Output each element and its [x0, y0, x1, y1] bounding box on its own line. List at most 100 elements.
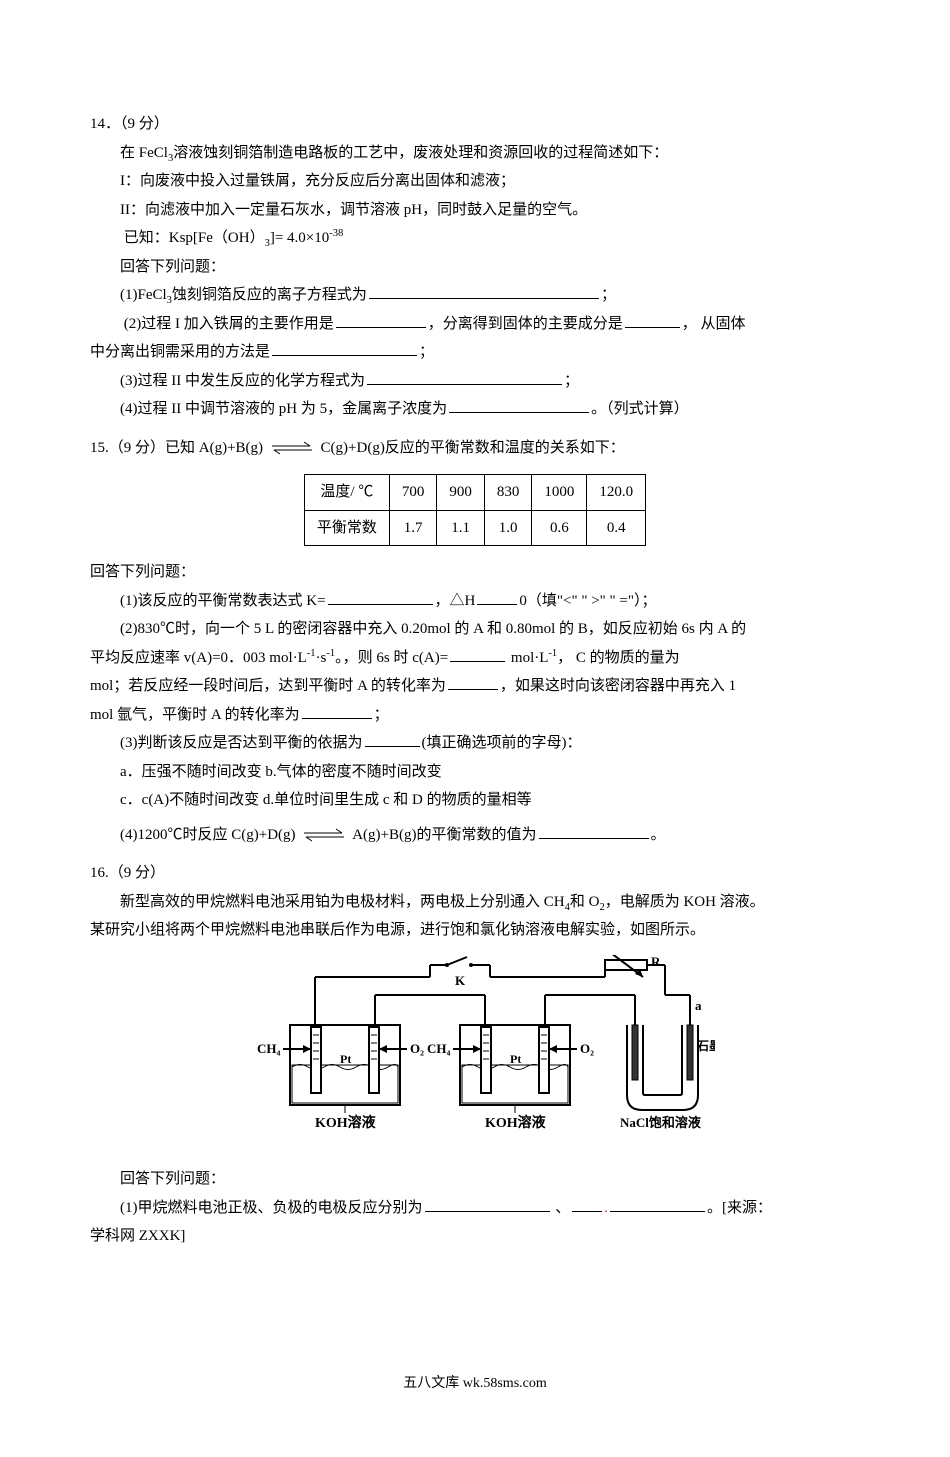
- q16-l4a: (1)甲烷燃料电池正极、负极的电极反应分别为: [120, 1200, 423, 1216]
- q16-l4: (1)甲烷燃料电池正极、负极的电极反应分别为 、.。[来源：: [90, 1194, 860, 1223]
- q15-l2gt: mol；若反应经一段时间后，达到平衡时 A 的转化率为: [90, 678, 446, 694]
- table-row: 平衡常数 1.7 1.1 1.0 0.6 0.4: [304, 510, 645, 546]
- cell: 1.0: [484, 510, 532, 546]
- blank: [477, 589, 517, 605]
- q14-l4b: ]= 4.0×10: [270, 230, 329, 246]
- q15-l3a: (3)判断该反应是否达到平衡的依据为: [120, 735, 363, 751]
- q16-l1c: ，电解质为 KOH 溶液。: [605, 894, 765, 910]
- q15-l3c: a．压强不随时间改变 b.气体的密度不随时间改变: [90, 758, 860, 787]
- q14-l7e: ；: [419, 344, 434, 360]
- blank: [328, 589, 433, 605]
- label-o2: O₂: [580, 1041, 594, 1056]
- q15-l1c: 0（填"<" " >" " ="）；: [519, 593, 656, 609]
- blank: [365, 731, 420, 747]
- label-koh: KOH溶液: [485, 1114, 547, 1131]
- q14-l9b: 。（列式计算）: [591, 401, 689, 417]
- q15-l4b: A(g)+B(g)的平衡常数的值为: [352, 827, 536, 843]
- blank: [449, 397, 589, 413]
- q16-l1a: 新型高效的甲烷燃料电池采用铂为电极材料，两电极上分别通入 CH: [120, 894, 565, 910]
- cell: 830: [484, 475, 532, 511]
- q14-l8a: (3)过程 II 中发生反应的化学方程式为: [120, 373, 365, 389]
- q15-l1: (1)该反应的平衡常数表达式 K=，△H0（填"<" " >" " ="）；: [90, 587, 860, 616]
- q16-l2: 某研究小组将两个甲烷燃料电池串联后作为电源，进行饱和氯化钠溶液电解实验，如图所示…: [90, 916, 860, 945]
- page: 14．（9 分） 在 FeCl3溶液蚀刻铜箔制造电路板的工艺中，废液处理和资源回…: [0, 0, 950, 1457]
- label-nacl: NaCl饱和溶液: [620, 1115, 701, 1130]
- label-ch4: CH₄: [257, 1041, 281, 1056]
- dot-icon: .: [604, 1200, 608, 1216]
- q14-line9: (4)过程 II 中调节溶液的 pH 为 5，金属离子浓度为 。（列式计算）: [90, 395, 860, 424]
- label-a: a: [695, 998, 702, 1013]
- q15-l2et: mol·L: [507, 650, 548, 666]
- q14-l9a: (4)过程 II 中调节溶液的 pH 为 5，金属离子浓度为: [120, 401, 447, 417]
- cell: 120.0: [587, 475, 646, 511]
- q14-l7c: ， 从固体: [682, 316, 746, 332]
- cell: 0.4: [587, 510, 646, 546]
- blank: [625, 312, 680, 328]
- q16-l3: 回答下列问题：: [90, 1165, 860, 1194]
- cell-temp-label: 温度/ ℃: [304, 475, 389, 511]
- label-ch4: CH₄: [427, 1041, 451, 1056]
- page-footer: 五八文库 wk.58sms.com: [90, 1371, 860, 1398]
- q14-l1b: 溶液蚀刻铜箔制造电路板的工艺中，废液处理和资源回收的过程简述如下：: [173, 145, 668, 161]
- u-tube: 石墨棒 NaCl饱和溶液: [620, 1025, 715, 1130]
- q14-l7b: ，分离得到固体的主要成分是: [428, 316, 623, 332]
- q15-l3b: (填正确选项前的字母)：: [422, 735, 582, 751]
- blank: [367, 369, 562, 385]
- cell-k-label: 平衡常数: [304, 510, 389, 546]
- q14-l6c: ；: [601, 287, 616, 303]
- q16-l1b: 和 O: [570, 894, 600, 910]
- blank: [425, 1196, 550, 1212]
- blank: [369, 283, 599, 299]
- q16-head: 16.（9 分）: [90, 859, 860, 888]
- label-graphite: 石墨棒: [696, 1038, 715, 1053]
- cell: 1000: [532, 475, 587, 511]
- diagram-svg: K R a: [235, 955, 715, 1145]
- q15-l4a: (4)1200℃时反应 C(g)+D(g): [120, 827, 296, 843]
- q14-line3: II：向滤液中加入一定量石灰水，调节溶液 pH，同时鼓入足量的空气。: [90, 196, 860, 225]
- equilibrium-arrow-icon: [302, 828, 346, 842]
- label-o2: O₂: [410, 1041, 424, 1056]
- q14-l1a: 在 FeCl: [120, 145, 168, 161]
- q15-l2jt: ；: [374, 707, 389, 723]
- cell: 1.7: [389, 510, 437, 546]
- q15-heada: 15.（9 分）已知 A(g)+B(g): [90, 440, 263, 456]
- sup: -1: [548, 648, 557, 659]
- q14-l4a: 已知：Ksp[Fe（OH）: [124, 230, 265, 246]
- q15-head: 15.（9 分）已知 A(g)+B(g) C(g)+D(g)反应的平衡常数和温度…: [90, 434, 860, 463]
- q14-line5: 回答下列问题：: [90, 253, 860, 282]
- q15-l4c: 。: [651, 827, 666, 843]
- q15-l0: 回答下列问题：: [90, 558, 860, 587]
- blank: [272, 340, 417, 356]
- equilibrium-arrow-icon: [270, 441, 314, 455]
- q16-l4b: 、: [552, 1200, 571, 1216]
- cell: 900: [437, 475, 485, 511]
- q14-l7d: 中分离出铜需采用的方法是: [90, 344, 270, 360]
- q15-l2g: mol；若反应经一段时间后，达到平衡时 A 的转化率为 ，如果这时向该密闭容器中再…: [90, 672, 860, 701]
- q15-l4: (4)1200℃时反应 C(g)+D(g) A(g)+B(g)的平衡常数的值为 。: [90, 821, 860, 850]
- q16-l1: 新型高效的甲烷燃料电池采用铂为电极材料，两电极上分别通入 CH4和 O2，电解质…: [90, 888, 860, 917]
- q15-l3: (3)判断该反应是否达到平衡的依据为 (填正确选项前的字母)：: [90, 729, 860, 758]
- q14-line7: (2)过程 I 加入铁屑的主要作用是 ，分离得到固体的主要成分是 ， 从固体: [90, 310, 860, 339]
- q15-l2it: mol 氩气，平衡时 A 的转化率为: [90, 707, 300, 723]
- label-koh: KOH溶液: [315, 1114, 377, 1131]
- q15-l2ht: ，如果这时向该密闭容器中再充入 1: [500, 678, 736, 694]
- label-K: K: [455, 973, 466, 988]
- q14-line7b: 中分离出铜需采用的方法是 ；: [90, 338, 860, 367]
- q14-l6b: 蚀刻铜箔反应的离子方程式为: [172, 287, 367, 303]
- q14-line8: (3)过程 II 中发生反应的化学方程式为 ；: [90, 367, 860, 396]
- cell: 700: [389, 475, 437, 511]
- blank: [448, 674, 498, 690]
- q15-l2ft: ， C 的物质的量为: [557, 650, 680, 666]
- q14-line4: 已知：Ksp[Fe（OH）3]= 4.0×10-38: [90, 224, 860, 253]
- blank: [302, 703, 372, 719]
- q14-head: 14．（9 分）: [90, 110, 860, 139]
- q14-l8b: ；: [564, 373, 579, 389]
- q15-l3d: c．c(A)不随时间改变 d.单位时间里生成 c 和 D 的物质的量相等: [90, 786, 860, 815]
- q15-l2ct: ·s: [316, 650, 327, 666]
- q16-l5: 学科网 ZXXK]: [90, 1222, 860, 1251]
- equilibrium-table: 温度/ ℃ 700 900 830 1000 120.0 平衡常数 1.7 1.…: [304, 474, 646, 546]
- q15-l2bt: 平均反应速率 v(A)=0．003 mol·L: [90, 650, 307, 666]
- q14-l7a: (2)过程 I 加入铁屑的主要作用是: [124, 316, 334, 332]
- sup: -1: [307, 648, 316, 659]
- q15-l2b: 平均反应速率 v(A)=0．003 mol·L-1·s-1。，则 6s 时 c(…: [90, 644, 860, 673]
